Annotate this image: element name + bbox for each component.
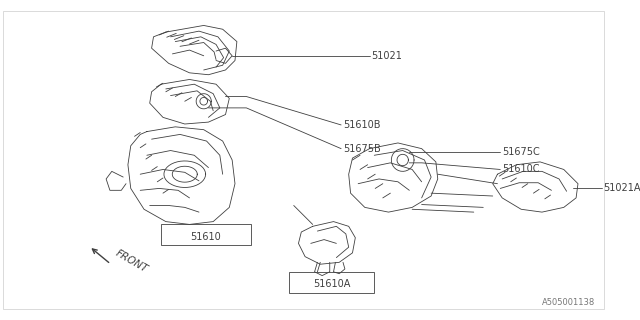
- Text: A505001138: A505001138: [542, 298, 595, 307]
- Text: 51610A: 51610A: [313, 279, 350, 289]
- Bar: [289, 272, 374, 293]
- Text: 51021: 51021: [371, 51, 403, 61]
- Text: 51610C: 51610C: [502, 164, 540, 174]
- Text: 51610: 51610: [190, 232, 221, 242]
- Text: FRONT: FRONT: [114, 248, 150, 275]
- Text: 51675C: 51675C: [502, 148, 540, 157]
- Text: 51675B: 51675B: [343, 144, 381, 154]
- Text: 51021A: 51021A: [604, 183, 640, 193]
- Bar: [161, 224, 251, 245]
- Text: 51610B: 51610B: [343, 120, 381, 130]
